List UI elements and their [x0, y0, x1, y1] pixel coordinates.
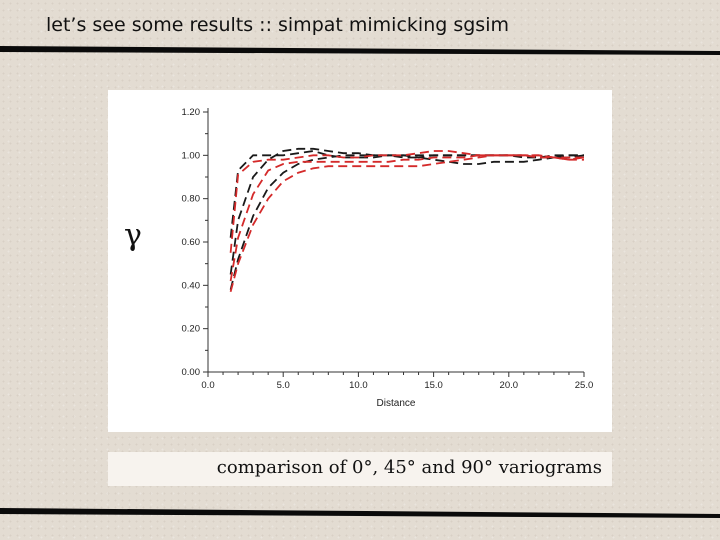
y-tick-label: 0.00 [182, 367, 201, 378]
figure-caption: comparison of 0°, 45° and 90° variograms [216, 457, 602, 478]
x-tick-label: 10.0 [349, 380, 368, 391]
y-tick-label: 1.20 [182, 107, 201, 118]
x-axis-label: Distance [377, 398, 416, 409]
x-tick-label: 15.0 [424, 380, 443, 391]
y-tick-label: 1.00 [182, 150, 201, 161]
series-line-black-2 [229, 147, 585, 275]
top-divider [0, 44, 720, 58]
series-line-black-3 [229, 154, 584, 290]
x-tick-label: 0.0 [201, 380, 214, 391]
series-line-red-6 [229, 154, 584, 293]
slide-title: let’s see some results :: simpat mimicki… [46, 14, 509, 36]
y-tick-label: 0.40 [182, 280, 201, 291]
bottom-divider [0, 506, 720, 520]
y-tick-label: 0.80 [182, 194, 201, 205]
variogram-chart: 0.00 0.20 0.40 0.60 0.80 1.00 1.20 0.0 5.0 10.0 15… [182, 107, 594, 409]
x-tick-label: 20.0 [500, 380, 519, 391]
x-tick-label: 5.0 [277, 380, 290, 391]
axes: 0.00 0.20 0.40 0.60 0.80 1.00 1.20 0.0 5.0 10.0 15… [182, 107, 594, 391]
series-layer [229, 147, 585, 293]
series-line-red-5 [229, 154, 584, 282]
caption-box: comparison of 0°, 45° and 90° variograms [108, 452, 612, 486]
series-line-red-4 [229, 150, 585, 253]
y-tick-label: 0.60 [182, 237, 201, 248]
y-tick-label: 0.20 [182, 324, 201, 335]
y-axis-symbol: γ [124, 218, 142, 253]
x-tick-label: 25.0 [575, 380, 594, 391]
figure-panel: γ 0.00 0.20 0.40 0.60 0.80 1.00 1.20 0.0 5.0 10.0… [108, 90, 612, 432]
